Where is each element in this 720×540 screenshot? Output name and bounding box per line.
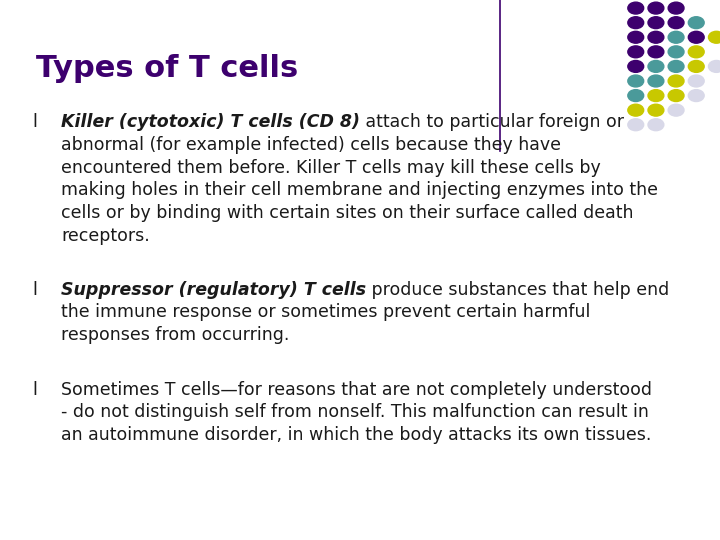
Circle shape bbox=[628, 75, 644, 87]
Circle shape bbox=[668, 17, 684, 29]
Circle shape bbox=[648, 17, 664, 29]
Circle shape bbox=[628, 90, 644, 102]
Text: cells or by binding with certain sites on their surface called death: cells or by binding with certain sites o… bbox=[61, 204, 634, 222]
Circle shape bbox=[628, 2, 644, 14]
Text: the immune response or sometimes prevent certain harmful: the immune response or sometimes prevent… bbox=[61, 303, 590, 321]
Circle shape bbox=[668, 90, 684, 102]
Circle shape bbox=[628, 17, 644, 29]
Text: - do not distinguish self from nonself. This malfunction can result in: - do not distinguish self from nonself. … bbox=[61, 403, 649, 421]
Text: Types of T cells: Types of T cells bbox=[36, 54, 298, 83]
Circle shape bbox=[668, 75, 684, 87]
Text: encountered them before. Killer T cells may kill these cells by: encountered them before. Killer T cells … bbox=[61, 159, 601, 177]
Text: produce substances that help end: produce substances that help end bbox=[366, 281, 670, 299]
Text: l: l bbox=[32, 281, 37, 299]
Text: abnormal (for example infected) cells because they have: abnormal (for example infected) cells be… bbox=[61, 136, 561, 154]
Circle shape bbox=[688, 46, 704, 58]
Circle shape bbox=[688, 17, 704, 29]
Circle shape bbox=[648, 75, 664, 87]
Circle shape bbox=[668, 2, 684, 14]
Text: receptors.: receptors. bbox=[61, 227, 150, 245]
Text: Killer (cytotoxic) T cells (CD 8): Killer (cytotoxic) T cells (CD 8) bbox=[61, 113, 360, 131]
Text: responses from occurring.: responses from occurring. bbox=[61, 326, 289, 344]
Circle shape bbox=[648, 2, 664, 14]
Circle shape bbox=[648, 31, 664, 43]
Circle shape bbox=[648, 104, 664, 116]
Circle shape bbox=[648, 60, 664, 72]
Circle shape bbox=[688, 31, 704, 43]
Text: attach to particular foreign or: attach to particular foreign or bbox=[360, 113, 624, 131]
Circle shape bbox=[688, 60, 704, 72]
Circle shape bbox=[708, 60, 720, 72]
Text: an autoimmune disorder, in which the body attacks its own tissues.: an autoimmune disorder, in which the bod… bbox=[61, 426, 652, 444]
Circle shape bbox=[708, 31, 720, 43]
Circle shape bbox=[648, 90, 664, 102]
Circle shape bbox=[628, 119, 644, 131]
Circle shape bbox=[668, 46, 684, 58]
Circle shape bbox=[668, 31, 684, 43]
Text: l: l bbox=[32, 381, 37, 399]
Circle shape bbox=[668, 60, 684, 72]
Circle shape bbox=[688, 90, 704, 102]
Circle shape bbox=[648, 46, 664, 58]
Text: Sometimes T cells—for reasons that are not completely understood: Sometimes T cells—for reasons that are n… bbox=[61, 381, 652, 399]
Circle shape bbox=[648, 119, 664, 131]
Text: making holes in their cell membrane and injecting enzymes into the: making holes in their cell membrane and … bbox=[61, 181, 658, 199]
Circle shape bbox=[628, 104, 644, 116]
Circle shape bbox=[688, 75, 704, 87]
Circle shape bbox=[628, 60, 644, 72]
Text: l: l bbox=[32, 113, 37, 131]
Circle shape bbox=[628, 31, 644, 43]
Text: Suppressor (regulatory) T cells: Suppressor (regulatory) T cells bbox=[61, 281, 366, 299]
Circle shape bbox=[668, 104, 684, 116]
Circle shape bbox=[628, 46, 644, 58]
